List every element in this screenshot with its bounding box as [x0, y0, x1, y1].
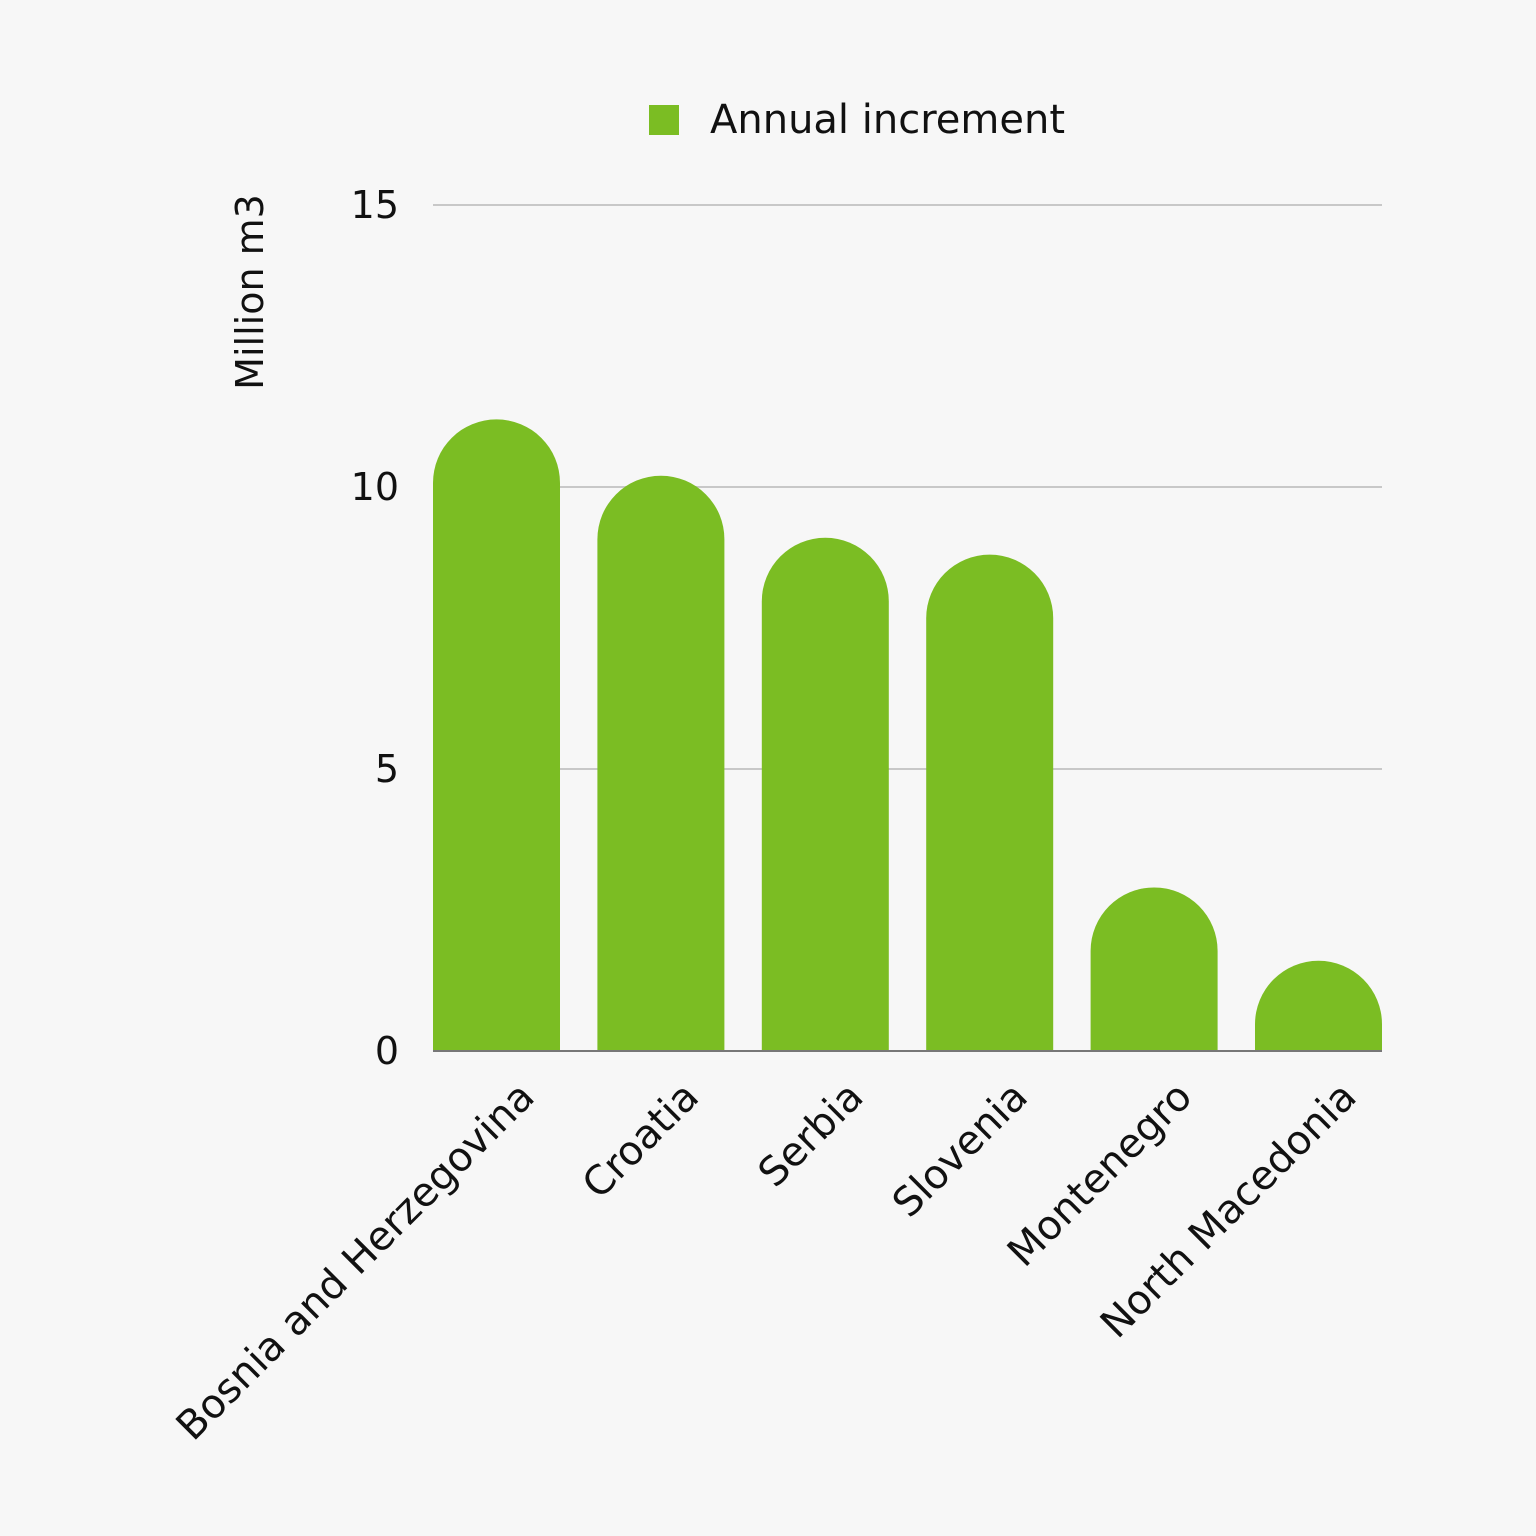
y-tick-label: 5: [375, 747, 399, 791]
x-tick-label: Slovenia: [884, 1074, 1037, 1227]
bar-serbia: [761, 537, 889, 1051]
x-tick-label: Serbia: [750, 1074, 873, 1197]
bar-slovenia: [926, 554, 1054, 1051]
bar-croatia: [597, 475, 725, 1052]
legend: Annual increment: [649, 97, 1065, 143]
x-tick-label: Croatia: [574, 1074, 708, 1208]
x-tick-label: Bosnia and Herzegovina: [168, 1074, 544, 1450]
y-axis-title: Million m3: [228, 194, 272, 390]
bar-montenegro: [1090, 887, 1218, 1051]
legend-swatch: [649, 105, 679, 135]
gridlines: [433, 204, 1382, 770]
bar-north-macedonia: [1255, 960, 1382, 1051]
bar-bosnia-and-herzegovina: [433, 419, 560, 1051]
y-tick-label: 15: [351, 183, 399, 227]
y-tick-label: 0: [375, 1029, 399, 1073]
y-tick-label: 10: [351, 465, 399, 509]
legend-label: Annual increment: [710, 97, 1065, 143]
bars: [433, 419, 1382, 1052]
